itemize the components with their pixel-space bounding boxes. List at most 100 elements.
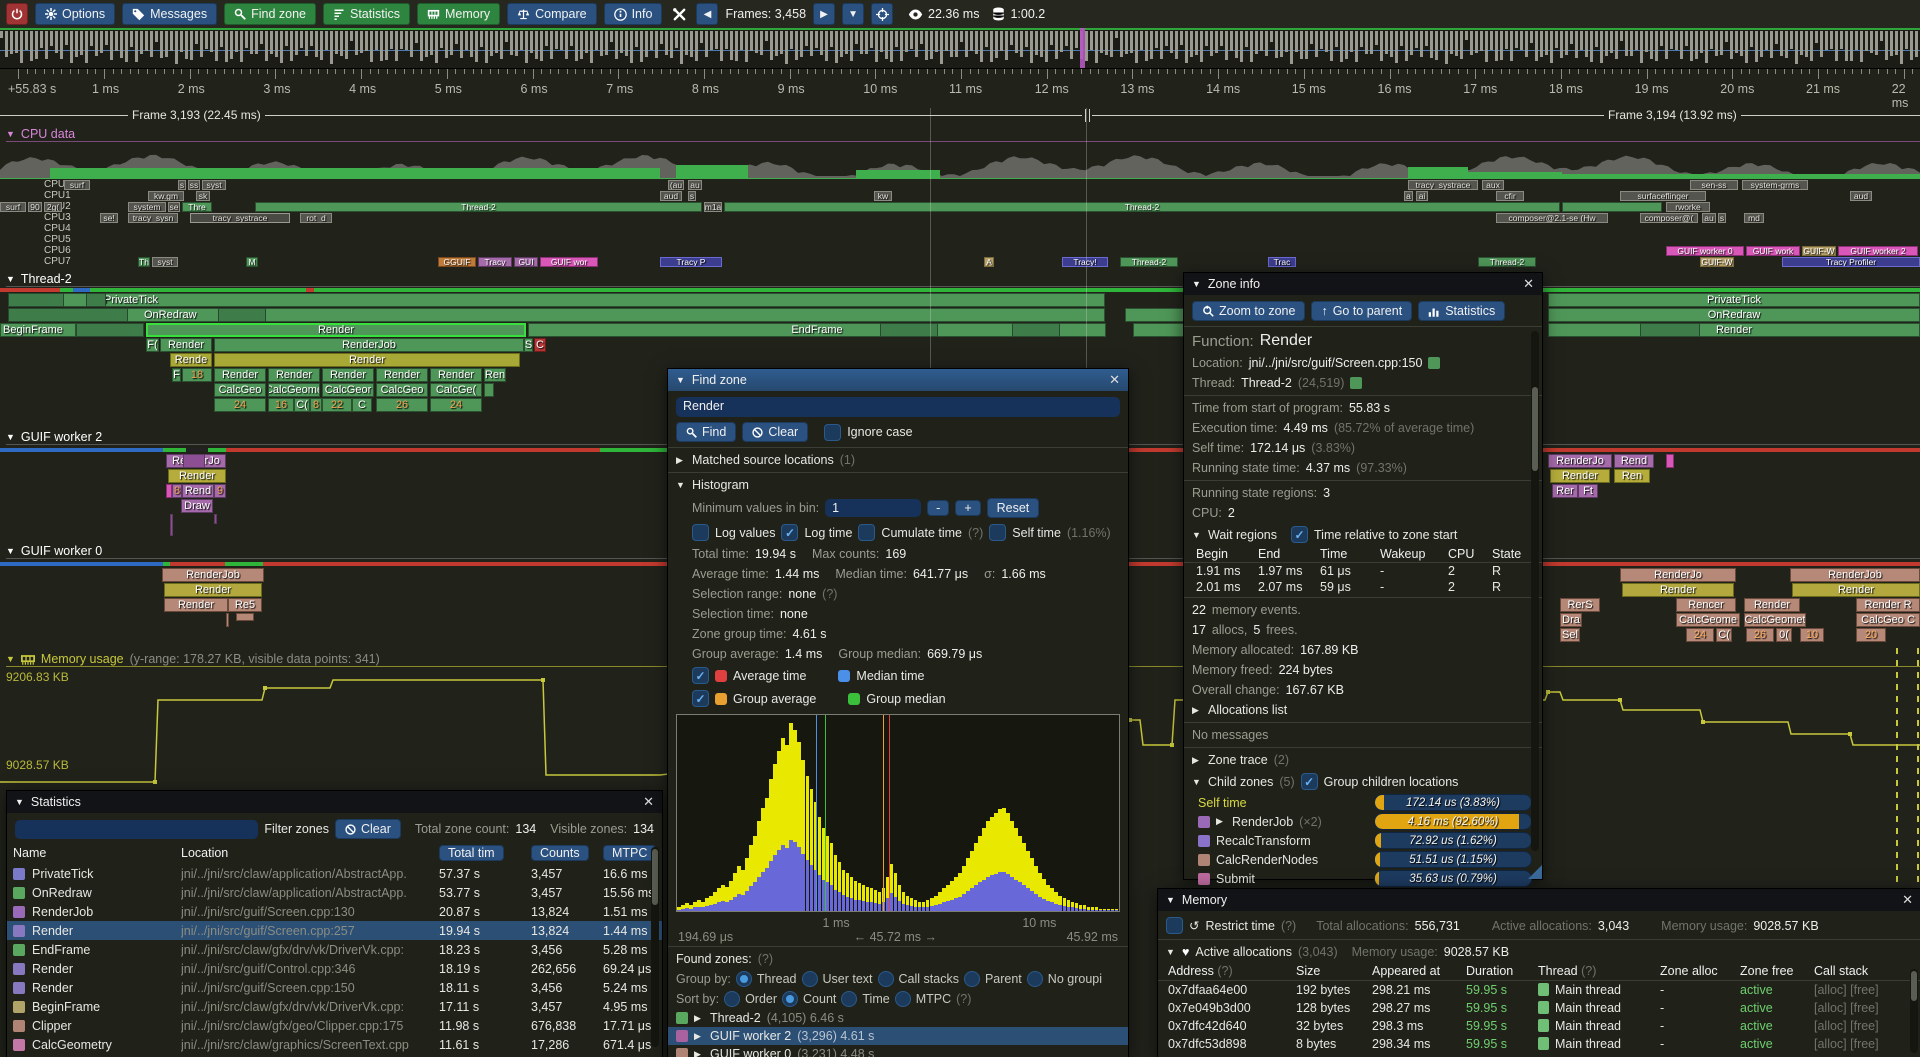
statistics-clear-button[interactable]: Clear — [334, 819, 401, 839]
table-row[interactable]: OnRedraw jni/../jni/src/claw/application/… — [7, 883, 662, 902]
child-zone-row[interactable]: Self time 172.14 us (3.83%) — [1184, 793, 1542, 812]
cpu-zone-chip[interactable]: surf — [0, 202, 26, 212]
timeline-zone[interactable]: Render — [1550, 469, 1610, 483]
table-row[interactable]: Render jni/../jni/src/guif/Screen.cpp:257… — [7, 921, 662, 940]
zoom-to-zone-button[interactable]: Zoom to zone — [1192, 301, 1306, 321]
child-zone-row[interactable]: ▶ RenderJob (×2) 4.16 ms (92.60%) — [1184, 812, 1542, 831]
cpu-zone-chip[interactable]: kw.gm — [148, 191, 184, 201]
timeline-zone[interactable]: Render — [1548, 323, 1920, 337]
cpu-zone-chip[interactable]: GUI — [514, 257, 538, 267]
timeline-zone[interactable]: EndFrame — [528, 323, 1106, 337]
timeline-zone[interactable]: 24 — [430, 398, 482, 412]
timeline-zone[interactable]: 24 — [214, 398, 266, 412]
timeline-zone[interactable] — [218, 308, 266, 322]
table-row[interactable]: PrivateTick jni/../jni/src/claw/applicati… — [7, 864, 662, 883]
found-zone-group-row[interactable]: ▶ GUIF worker 2 (3,296) 4.61 s — [668, 1027, 1128, 1045]
clear-button[interactable]: Clear — [742, 422, 809, 442]
find-zone-search-input[interactable]: Render — [676, 397, 1120, 417]
bin-reset-button[interactable]: Reset — [986, 498, 1040, 518]
group-by-radio-parent[interactable] — [963, 971, 980, 987]
table-row[interactable]: Clipper jni/../jni/src/claw/gfx/geo/Clipp… — [7, 1016, 662, 1035]
cpu-zone-chip[interactable]: s — [178, 180, 186, 190]
timeline-zone[interactable] — [86, 293, 106, 307]
timeline-zone[interactable] — [183, 454, 205, 468]
timeline-zone[interactable]: OnRedraw — [1548, 308, 1920, 322]
timeline-zone[interactable]: Render R — [1856, 598, 1920, 612]
timeline-zone[interactable]: 16 — [268, 398, 294, 412]
timeline-zone[interactable]: PrivateTick — [8, 293, 1105, 307]
timeline-zone[interactable]: 26 — [376, 398, 428, 412]
cpu-zone-chip[interactable]: system — [128, 202, 166, 212]
cpu-zone-chip[interactable]: tracy_systrace — [1408, 180, 1478, 190]
cpu-zone-chip[interactable]: Thread-2 — [1120, 257, 1178, 267]
cpu-zone-chip[interactable]: Th — [138, 257, 150, 267]
timeline-zone[interactable] — [880, 323, 938, 337]
cpu-zone-chip[interactable]: Tracy P — [660, 257, 722, 267]
cpu-zone-chip[interactable]: GUIF wor — [540, 257, 598, 267]
cpu-zone-chip[interactable] — [1562, 202, 1662, 212]
timeline-zone[interactable]: Render — [268, 368, 320, 382]
cpu-zone-chip[interactable]: s — [688, 191, 696, 201]
timeline-zone[interactable] — [226, 613, 229, 627]
cpu-zone-chip[interactable]: syst — [152, 257, 178, 267]
timeline-zone[interactable]: C — [534, 338, 546, 352]
cpu-zone-chip[interactable]: Thread-2 — [1478, 257, 1536, 267]
timeline-zone[interactable]: RenderJo — [1620, 568, 1736, 582]
cpu-zone-chip[interactable]: Trac — [1268, 257, 1296, 267]
time-ruler[interactable]: +55.83 s 1 ms 2 ms 3 ms 4 ms 5 ms 6 ms 7 ms 8 ms… — [0, 69, 1920, 110]
memory-button[interactable]: Memory — [417, 3, 501, 25]
timeline-zone[interactable]: F — [172, 368, 181, 382]
goto-frame-button[interactable]: ▼ — [842, 3, 865, 25]
col-counts-button[interactable]: Counts — [531, 845, 589, 861]
cpu-zone-chip[interactable]: Thread-2 — [724, 202, 1560, 212]
timeline-zone[interactable]: Sel — [1560, 628, 1580, 642]
timeline-zone[interactable]: S — [524, 338, 533, 352]
cpu-zone-chip[interactable]: au — [688, 180, 702, 190]
timeline-zone[interactable]: CalcGeo — [376, 383, 428, 397]
close-icon[interactable]: ✕ — [1109, 372, 1120, 387]
timeline-zone[interactable]: C — [352, 398, 372, 412]
timeline-zone[interactable]: RenderJo — [1548, 454, 1612, 468]
power-button[interactable] — [6, 3, 28, 25]
timeline-zone[interactable]: Render — [1622, 583, 1734, 597]
timeline-zone[interactable]: Draw — [181, 499, 213, 513]
timeline-zone[interactable]: C( — [1716, 628, 1732, 642]
timeline-zone[interactable]: Rer — [1552, 484, 1578, 498]
cpu-zone-chip[interactable]: 2g( — [44, 202, 62, 212]
timeline-zone[interactable]: Render — [164, 583, 262, 597]
table-row[interactable]: RenderJob jni/../jni/src/guif/Screen.cpp:… — [7, 902, 662, 921]
timeline-zone[interactable]: Render — [1744, 598, 1800, 612]
cpu-zone-chip[interactable]: m1a — [704, 202, 722, 212]
timeline-zone[interactable]: CalcGe( — [430, 383, 482, 397]
timeline-zone[interactable]: Render — [160, 338, 212, 352]
cpu-zone-chip[interactable]: GUIF worker 2 — [1838, 246, 1918, 256]
timeline-zone[interactable]: CalcGeomet — [1744, 613, 1806, 627]
resize-grip[interactable] — [1528, 865, 1542, 879]
timeline-zone[interactable]: CalcGeor — [322, 383, 374, 397]
table-row[interactable]: 0x7dfc53d898 8 bytes 298.34 ms 59.95 s Main … — [1168, 1037, 1879, 1051]
cpu-zone-chip[interactable]: md — [1744, 213, 1764, 223]
col-mtpc-button[interactable]: MTPC — [603, 845, 657, 861]
timeline-zone[interactable]: 24 — [1686, 628, 1714, 642]
cpu-zone-chip[interactable]: tracy_sysn — [128, 213, 178, 223]
next-frame-button[interactable]: ▶ — [813, 3, 836, 25]
cpu-zone-chip[interactable]: GUIF worker 0 — [1666, 246, 1744, 256]
cpu-zone-chip[interactable]: sk — [196, 191, 210, 201]
log-time-checkbox[interactable] — [781, 524, 799, 541]
cpu-zone-chip[interactable]: GGUIF — [438, 257, 476, 267]
time-relative-checkbox[interactable] — [1291, 526, 1309, 543]
cpu-zone-chip[interactable]: sen-ss — [1690, 180, 1738, 190]
bin-increase-button[interactable]: + — [955, 500, 981, 516]
self-time-checkbox[interactable] — [989, 524, 1007, 541]
cpu-zone-chip[interactable]: composer@( — [1640, 213, 1698, 223]
found-zone-group-row[interactable]: ▶ Thread-2 (4,105) 6.46 s — [668, 1009, 1128, 1027]
timeline-zone[interactable]: Render — [430, 368, 482, 382]
cpu-zone-chip[interactable]: Thre — [182, 202, 212, 212]
statistics-scrollbar[interactable] — [651, 847, 659, 1047]
timeline-zone[interactable] — [1012, 323, 1060, 337]
timeline-zone[interactable]: PrivateTick — [1548, 293, 1920, 307]
find-button[interactable]: Find — [676, 422, 737, 442]
timeline-zone[interactable]: 8 — [172, 484, 182, 498]
timeline-zone[interactable]: F( — [146, 338, 159, 352]
cpu-data-section-header[interactable]: ▼ CPU data — [6, 127, 1920, 142]
